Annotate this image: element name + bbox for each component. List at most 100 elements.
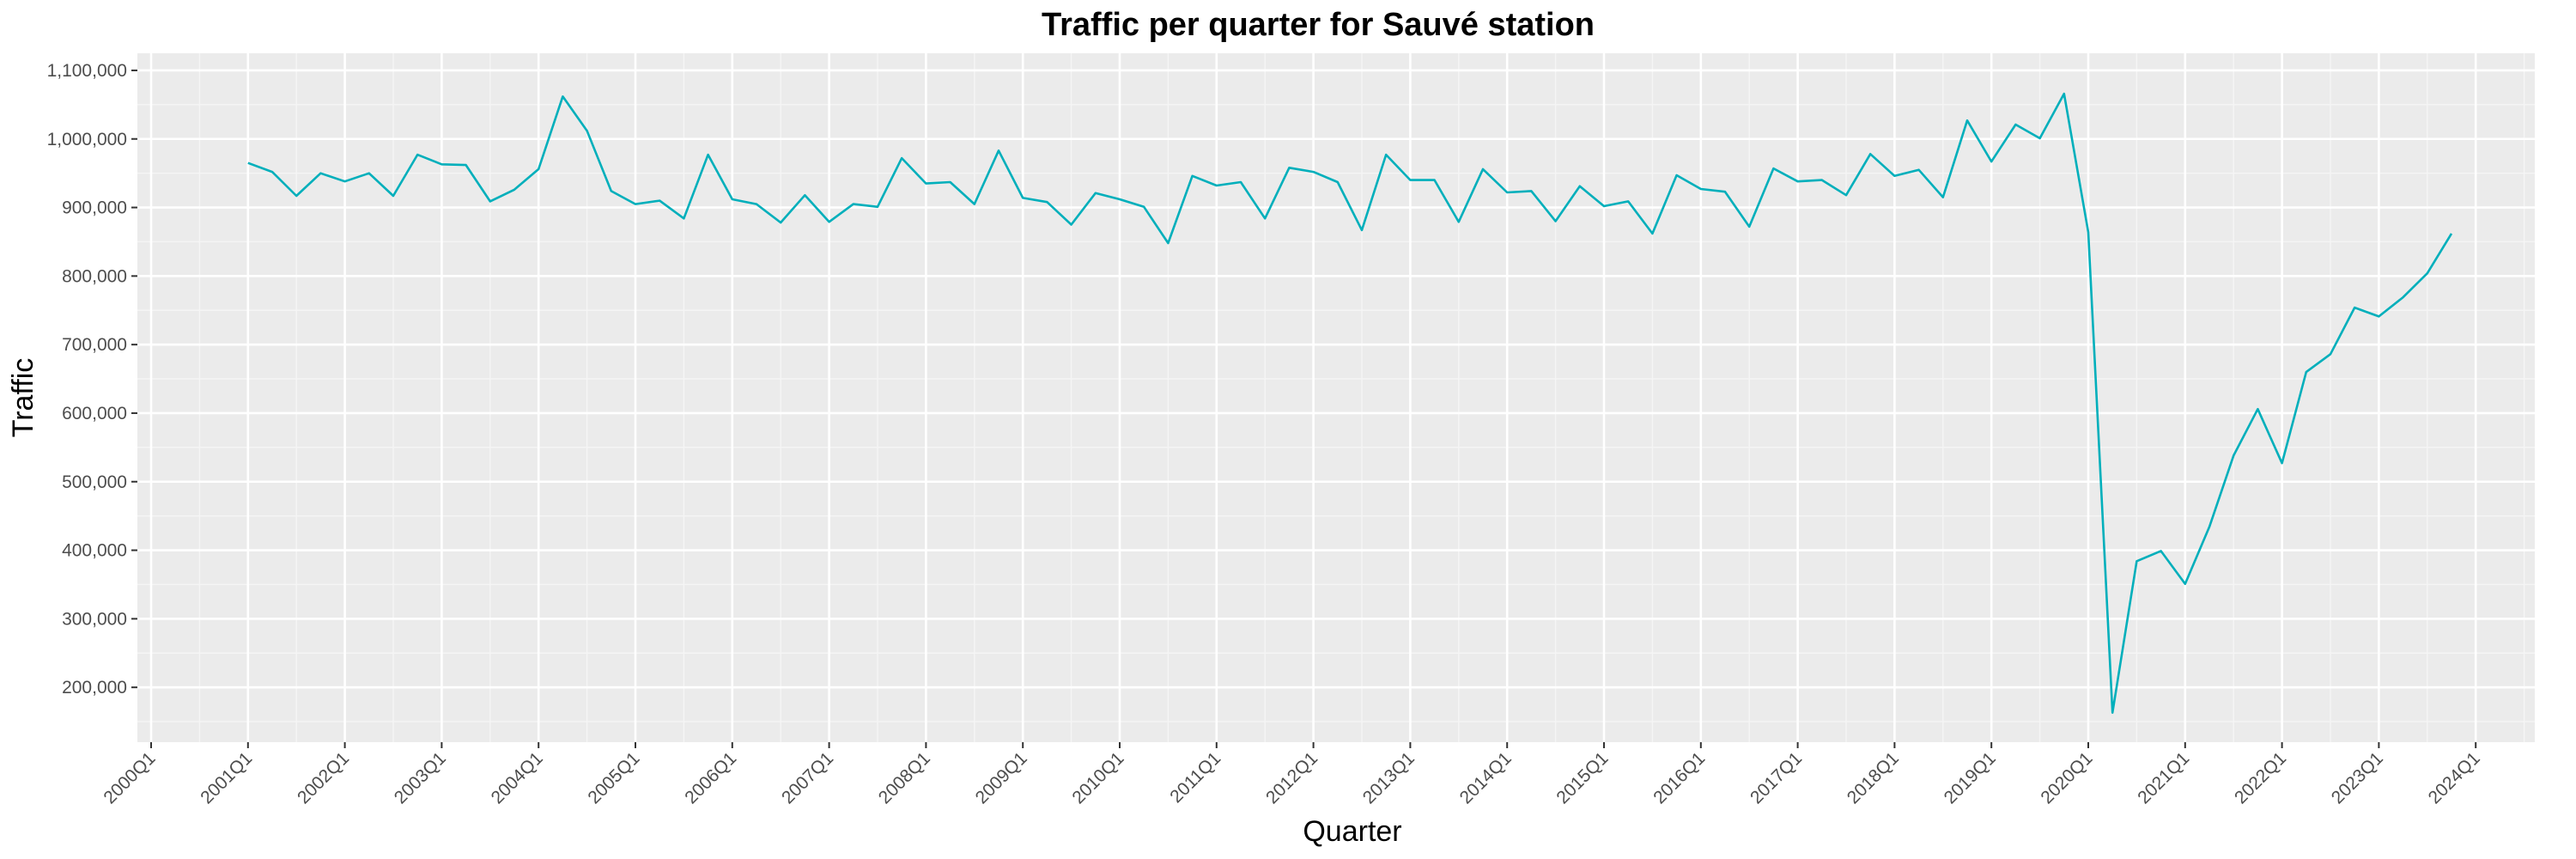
data-point: [1554, 220, 1557, 222]
data-point: [949, 181, 951, 184]
data-point: [343, 180, 346, 183]
x-tick-label: 2018Q1: [1844, 748, 1903, 807]
data-point: [1288, 167, 1291, 169]
data-point: [853, 203, 855, 205]
data-point: [2354, 307, 2356, 309]
data-point: [368, 172, 371, 174]
data-point: [416, 154, 419, 156]
major-gridlines: [137, 53, 2535, 742]
data-point: [2184, 582, 2187, 585]
data-point: [707, 154, 709, 156]
data-point: [1772, 168, 1775, 170]
data-point: [1845, 194, 1848, 197]
data-point: [974, 203, 976, 205]
data-point: [271, 171, 274, 174]
data-point: [1627, 200, 1630, 203]
data-point: [2087, 231, 2090, 234]
data-point: [1433, 179, 1436, 181]
data-point: [295, 195, 298, 198]
data-point: [319, 172, 322, 174]
data-point: [1917, 168, 1920, 171]
data-point: [2427, 272, 2429, 275]
data-point: [877, 205, 879, 208]
data-point: [732, 198, 734, 201]
data-point: [1264, 217, 1267, 220]
data-point: [2014, 124, 2017, 126]
plot-panel: [137, 53, 2535, 742]
data-point: [1046, 201, 1048, 204]
x-axis: 2000Q1 2001Q1 2002Q1 2003Q1 2004Q1 2005Q1 2006…: [100, 742, 2484, 807]
x-tick-label: 2013Q1: [1359, 748, 1419, 807]
data-point: [1312, 171, 1315, 174]
x-tick-label: 2017Q1: [1747, 748, 1806, 807]
data-point: [1409, 179, 1412, 181]
data-point: [1796, 180, 1799, 183]
data-point: [1942, 196, 1945, 198]
x-tick-label: 2009Q1: [972, 748, 1031, 807]
data-point: [1361, 229, 1364, 232]
data-point: [1724, 191, 1727, 193]
y-axis: 200,000 300,000 400,000 500,000 600,000 700,0…: [47, 61, 137, 698]
data-point: [780, 222, 782, 224]
data-point: [1530, 190, 1533, 192]
data-point: [1966, 119, 1969, 122]
data-point: [1143, 205, 1145, 208]
data-point: [998, 149, 1000, 152]
data-point: [2160, 550, 2162, 552]
x-tick-label: 2007Q1: [778, 748, 837, 807]
data-point: [562, 95, 564, 98]
data-point: [1385, 154, 1388, 156]
data-point: [1022, 197, 1024, 199]
data-point: [513, 189, 516, 192]
x-tick-label: 2012Q1: [1262, 748, 1321, 807]
data-point: [2233, 454, 2235, 457]
data-point: [2038, 137, 2041, 140]
x-tick-label: 2002Q1: [294, 748, 353, 807]
x-axis-title: Quarter: [1303, 815, 1401, 848]
x-tick-label: 2010Q1: [1068, 748, 1127, 807]
data-point: [1482, 168, 1485, 171]
x-tick-label: 2024Q1: [2425, 748, 2484, 807]
data-point: [1216, 185, 1218, 187]
x-tick-label: 2022Q1: [2231, 748, 2290, 807]
data-point: [1748, 226, 1751, 228]
data-point: [1821, 179, 1824, 181]
data-point: [392, 195, 395, 198]
x-tick-label: 2020Q1: [2037, 748, 2096, 807]
x-tick-label: 2021Q1: [2134, 748, 2193, 807]
x-tick-label: 2019Q1: [1941, 748, 2000, 807]
data-point: [465, 164, 467, 167]
data-point: [1191, 175, 1194, 178]
data-point: [1869, 153, 1872, 155]
data-point: [659, 199, 661, 202]
data-point: [611, 190, 613, 192]
x-tick-label: 2015Q1: [1552, 748, 1612, 807]
x-tick-label: 2003Q1: [391, 748, 450, 807]
series-line: [247, 92, 2453, 715]
x-tick-label: 2005Q1: [584, 748, 643, 807]
data-point: [1070, 223, 1072, 226]
data-point: [2257, 408, 2259, 411]
y-tick-label: 200,000: [62, 678, 127, 698]
y-tick-label: 700,000: [62, 335, 127, 355]
series-layer: [247, 92, 2453, 715]
data-point: [2451, 233, 2453, 235]
data-point: [1506, 192, 1509, 194]
data-point: [828, 221, 830, 223]
y-tick-label: 800,000: [62, 266, 127, 286]
data-point: [489, 200, 492, 203]
data-point: [2111, 711, 2114, 714]
data-point: [804, 194, 806, 197]
data-point: [756, 203, 758, 205]
data-point: [586, 130, 588, 132]
x-tick-label: 2014Q1: [1456, 748, 1516, 807]
data-point: [2136, 560, 2138, 563]
y-tick-label: 1,100,000: [47, 61, 127, 81]
data-point: [1458, 221, 1461, 223]
data-point: [1893, 175, 1896, 178]
data-point: [2378, 315, 2380, 318]
y-tick-label: 1,000,000: [47, 130, 127, 149]
y-tick-label: 300,000: [62, 609, 127, 629]
chart-title: Traffic per quarter for Sauvé station: [1042, 7, 1595, 43]
